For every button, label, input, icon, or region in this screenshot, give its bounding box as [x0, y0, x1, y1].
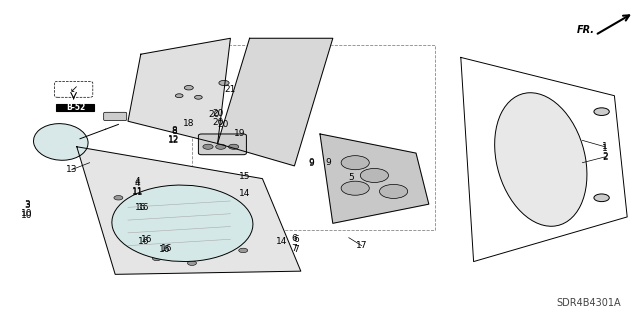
- Text: 8: 8: [172, 127, 177, 136]
- Text: ↙: ↙: [70, 84, 77, 94]
- Ellipse shape: [495, 93, 587, 226]
- Text: 18: 18: [183, 119, 195, 128]
- Text: 19: 19: [234, 130, 246, 138]
- Text: B-52: B-52: [66, 103, 85, 112]
- Text: 16: 16: [138, 203, 150, 212]
- Text: 20: 20: [209, 110, 220, 119]
- Circle shape: [184, 85, 193, 90]
- Circle shape: [341, 181, 369, 195]
- Text: 17: 17: [356, 241, 367, 250]
- Text: 9: 9: [309, 158, 314, 167]
- FancyBboxPatch shape: [104, 112, 127, 121]
- Polygon shape: [128, 38, 230, 144]
- Text: 9: 9: [309, 159, 314, 168]
- Polygon shape: [218, 38, 333, 166]
- Text: 21: 21: [225, 85, 236, 94]
- Text: 8: 8: [172, 126, 177, 135]
- Text: 20: 20: [212, 109, 223, 118]
- Text: 4: 4: [135, 177, 140, 186]
- Circle shape: [594, 108, 609, 115]
- Circle shape: [380, 184, 408, 198]
- Circle shape: [120, 221, 129, 226]
- Text: 3: 3: [24, 200, 29, 209]
- Circle shape: [228, 144, 239, 149]
- Text: 1: 1: [602, 142, 607, 151]
- Text: 11: 11: [132, 187, 143, 196]
- Text: 16: 16: [138, 237, 150, 246]
- Text: 2: 2: [602, 153, 607, 162]
- Text: 12: 12: [168, 137, 180, 145]
- Circle shape: [188, 261, 196, 265]
- Circle shape: [175, 94, 183, 98]
- Text: 1: 1: [602, 144, 607, 153]
- Circle shape: [219, 80, 229, 85]
- Circle shape: [133, 245, 142, 249]
- Circle shape: [152, 256, 161, 261]
- FancyBboxPatch shape: [56, 104, 94, 111]
- Text: 16: 16: [159, 245, 171, 254]
- FancyBboxPatch shape: [198, 134, 246, 155]
- Ellipse shape: [112, 185, 253, 262]
- Text: 11: 11: [132, 188, 143, 197]
- Text: 13: 13: [66, 165, 77, 174]
- Text: 6: 6: [294, 235, 299, 244]
- Polygon shape: [320, 134, 429, 223]
- Ellipse shape: [33, 124, 88, 160]
- Text: 16: 16: [141, 235, 153, 244]
- Text: 10: 10: [21, 211, 33, 220]
- Text: 16: 16: [161, 244, 172, 253]
- Circle shape: [216, 144, 226, 149]
- Text: SDR4B4301A: SDR4B4301A: [556, 298, 621, 308]
- Text: 14: 14: [239, 189, 250, 198]
- Text: 3: 3: [24, 201, 29, 210]
- Text: 16: 16: [135, 204, 147, 212]
- Text: FR.: FR.: [577, 25, 595, 35]
- Text: 7: 7: [294, 245, 299, 254]
- Text: 10: 10: [21, 209, 33, 218]
- Circle shape: [360, 168, 388, 182]
- Circle shape: [203, 144, 213, 149]
- Circle shape: [195, 95, 202, 99]
- Text: 4: 4: [135, 179, 140, 188]
- Text: 7: 7: [292, 244, 297, 253]
- Text: 2: 2: [602, 152, 607, 161]
- Text: 12: 12: [168, 135, 180, 144]
- Text: 20: 20: [212, 118, 223, 127]
- Circle shape: [341, 156, 369, 170]
- Text: 6: 6: [292, 234, 297, 243]
- Circle shape: [239, 248, 248, 253]
- Text: 20: 20: [217, 120, 228, 129]
- Bar: [192, 45, 435, 230]
- Circle shape: [114, 196, 123, 200]
- Text: 15: 15: [239, 172, 250, 181]
- Text: 5: 5: [348, 173, 353, 182]
- Text: 9: 9: [326, 158, 331, 167]
- Circle shape: [594, 194, 609, 202]
- Polygon shape: [77, 147, 301, 274]
- Text: 14: 14: [276, 237, 287, 246]
